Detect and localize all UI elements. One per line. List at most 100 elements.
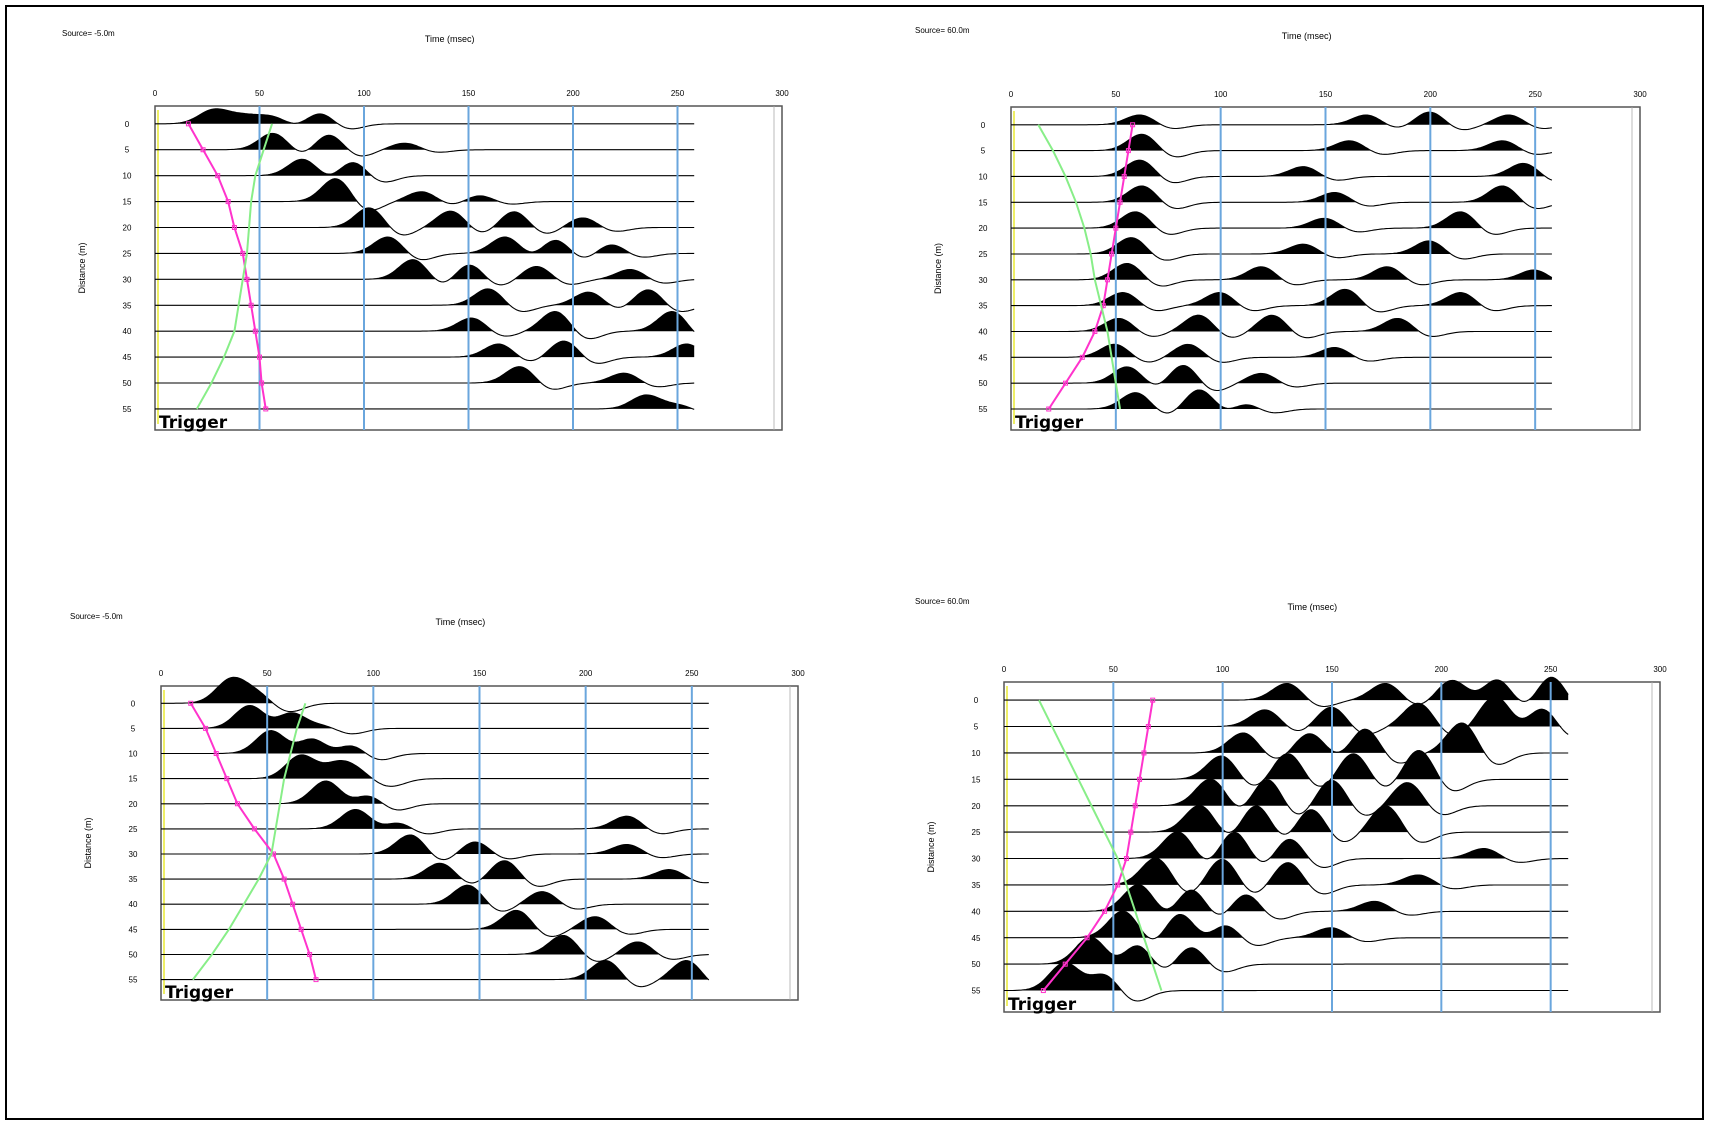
y-tick-label: 20 [123,224,132,233]
x-tick-label: 200 [1424,90,1438,99]
source-label: Source= -5.0m [70,612,123,621]
trigger-label: Trigger [1015,413,1084,433]
y-tick-label: 20 [972,802,981,811]
x-tick-label: 200 [579,669,593,678]
x-tick-label: 150 [1325,665,1339,674]
y-tick-label: 10 [979,172,988,181]
pick-marker [251,826,257,832]
seismic-trace [1011,159,1553,184]
green-reference-line [1038,699,1163,991]
seismic-trace [1011,314,1552,339]
pick-marker [1125,148,1131,154]
x-tick-label: 50 [263,669,272,678]
trace-fill [1011,263,1552,280]
trace-fill [1004,962,1569,991]
y-tick-label: 5 [981,147,986,156]
y-tick-label: 55 [129,976,138,985]
pick-marker [1145,724,1151,730]
y-tick-label: 25 [129,825,138,834]
y-tick-label: 55 [972,987,981,996]
pick-marker [1109,251,1115,257]
pick-marker [1128,829,1134,835]
x-tick-label: 0 [153,89,158,98]
pick-marker [1123,856,1129,862]
x-tick-label: 100 [367,669,381,678]
trigger-label: Trigger [165,983,234,1003]
y-tick-label: 50 [129,950,138,959]
seismic-trace [1011,343,1552,363]
seismic-trace [1004,962,1569,1002]
seismic-trace [155,366,695,390]
seismic-trace [1011,185,1553,210]
y-tick-label: 0 [131,699,136,708]
source-label: Source= 60.0m [915,26,970,35]
y-tick-label: 10 [123,172,132,181]
x-tick-label: 250 [685,669,699,678]
seismic-trace [161,909,709,937]
trace-fill [1011,315,1552,332]
pick-marker [185,121,191,127]
y-tick-label: 35 [123,301,132,310]
y-tick-label: 35 [979,302,988,311]
pick-marker [200,147,206,153]
y-tick-label: 35 [972,881,981,890]
x-axis-title: Time (msec) [425,34,475,44]
seismic-trace [1004,804,1569,843]
x-tick-label: 300 [1653,665,1667,674]
trace-fill [1011,390,1552,409]
x-tick-label: 200 [566,89,580,98]
seismic-trace [1011,211,1552,235]
trace-fill [155,178,695,202]
x-tick-label: 250 [1544,665,1558,674]
x-tick-label: 300 [1633,90,1647,99]
trace-fill [1004,937,1569,965]
pick-marker [1130,122,1136,128]
seismic-trace [155,132,695,157]
pick-marker [1084,935,1090,941]
pick-marker [244,276,250,282]
trace-fill [1011,365,1552,384]
seismic-trace [161,860,709,887]
trace-fill [155,159,695,176]
pick-marker [307,951,313,957]
seismic-trace [155,207,695,236]
trace-fill [1011,344,1552,358]
y-tick-label: 55 [979,405,988,414]
y-tick-label: 45 [972,934,981,943]
pick-marker [188,700,194,706]
x-tick-label: 50 [1111,90,1120,99]
x-axis-title: Time (msec) [436,617,486,627]
seismic-trace [155,288,695,313]
seismic-trace [161,834,709,861]
trace-fill [1004,884,1569,912]
trigger-label: Trigger [159,413,228,433]
trace-fill [1004,831,1569,859]
y-tick-label: 35 [129,875,138,884]
x-tick-label: 300 [775,89,789,98]
trace-fill [1011,134,1552,151]
trace-fill [1004,696,1569,727]
green-reference-line [195,123,273,410]
seismic-trace [1004,910,1569,946]
y-axis-title: Distance (m) [926,821,936,872]
y-tick-label: 15 [979,198,988,207]
y-tick-label: 0 [974,696,979,705]
pick-marker [1121,173,1127,179]
x-tick-label: 100 [357,89,371,98]
y-tick-label: 40 [129,900,138,909]
trace-fill [155,259,695,280]
y-tick-label: 20 [979,224,988,233]
y-tick-label: 10 [129,750,138,759]
trace-fill [155,288,695,306]
seismic-trace [1004,676,1569,708]
seismic-trace [1004,778,1569,816]
seismic-trace [155,178,695,211]
pick-marker [231,225,237,230]
seismic-trace [1011,364,1552,392]
pick-marker [252,328,258,334]
y-tick-label: 45 [123,353,132,362]
seismic-trace [155,108,695,130]
y-tick-label: 5 [131,724,136,733]
trace-fill [1011,112,1552,125]
